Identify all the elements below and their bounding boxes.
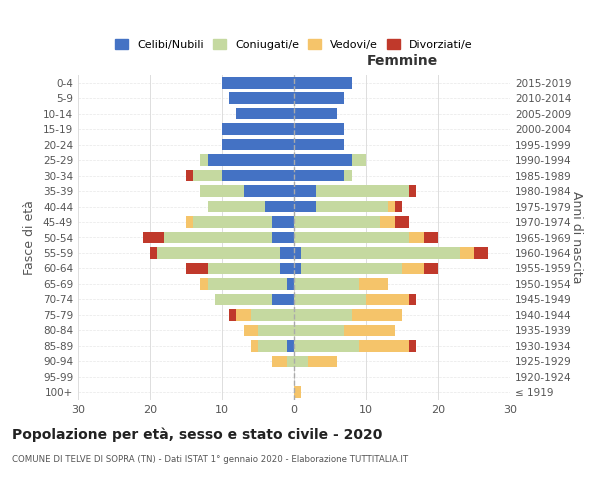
Bar: [294, 186, 316, 197]
Bar: [193, 170, 222, 181]
Bar: [294, 77, 352, 88]
Bar: [294, 124, 344, 135]
Bar: [280, 262, 294, 274]
Bar: [409, 232, 424, 243]
Bar: [294, 216, 380, 228]
Bar: [208, 154, 294, 166]
Bar: [294, 170, 344, 181]
Bar: [265, 200, 294, 212]
Bar: [287, 356, 294, 367]
Bar: [316, 200, 388, 212]
Bar: [409, 340, 416, 351]
Bar: [359, 278, 388, 289]
Text: Popolazione per età, sesso e stato civile - 2020: Popolazione per età, sesso e stato civil…: [12, 428, 382, 442]
Bar: [222, 170, 294, 181]
Bar: [164, 232, 272, 243]
Bar: [208, 262, 280, 274]
Bar: [244, 186, 294, 197]
Bar: [208, 200, 265, 212]
Bar: [388, 200, 395, 212]
Bar: [402, 262, 424, 274]
Bar: [236, 108, 294, 120]
Bar: [409, 186, 416, 197]
Bar: [222, 77, 294, 88]
Bar: [143, 232, 164, 243]
Bar: [294, 356, 308, 367]
Bar: [272, 232, 294, 243]
Bar: [200, 278, 208, 289]
Bar: [294, 232, 409, 243]
Bar: [258, 324, 294, 336]
Bar: [236, 309, 251, 320]
Bar: [308, 356, 337, 367]
Bar: [287, 340, 294, 351]
Text: Femmine: Femmine: [367, 54, 437, 68]
Bar: [294, 154, 352, 166]
Bar: [301, 247, 460, 259]
Y-axis label: Anni di nascita: Anni di nascita: [570, 191, 583, 284]
Bar: [380, 216, 395, 228]
Bar: [280, 247, 294, 259]
Bar: [344, 170, 352, 181]
Bar: [460, 247, 474, 259]
Bar: [200, 186, 244, 197]
Bar: [272, 356, 287, 367]
Bar: [287, 278, 294, 289]
Bar: [215, 294, 272, 305]
Bar: [344, 324, 395, 336]
Bar: [294, 108, 337, 120]
Bar: [316, 186, 409, 197]
Bar: [208, 278, 287, 289]
Bar: [193, 216, 272, 228]
Bar: [294, 262, 301, 274]
Bar: [272, 294, 294, 305]
Bar: [229, 309, 236, 320]
Bar: [294, 340, 359, 351]
Bar: [366, 294, 409, 305]
Bar: [186, 262, 208, 274]
Bar: [150, 247, 157, 259]
Bar: [352, 154, 366, 166]
Bar: [474, 247, 488, 259]
Bar: [294, 294, 366, 305]
Bar: [294, 324, 344, 336]
Bar: [301, 262, 402, 274]
Bar: [272, 216, 294, 228]
Bar: [294, 309, 352, 320]
Bar: [294, 247, 301, 259]
Bar: [294, 200, 316, 212]
Bar: [244, 324, 258, 336]
Bar: [186, 170, 193, 181]
Bar: [294, 139, 344, 150]
Bar: [395, 216, 409, 228]
Bar: [251, 340, 258, 351]
Bar: [222, 124, 294, 135]
Bar: [409, 294, 416, 305]
Bar: [200, 154, 208, 166]
Y-axis label: Fasce di età: Fasce di età: [23, 200, 36, 275]
Bar: [424, 262, 438, 274]
Bar: [258, 340, 287, 351]
Bar: [294, 386, 301, 398]
Bar: [222, 139, 294, 150]
Bar: [395, 200, 402, 212]
Text: COMUNE DI TELVE DI SOPRA (TN) - Dati ISTAT 1° gennaio 2020 - Elaborazione TUTTIT: COMUNE DI TELVE DI SOPRA (TN) - Dati IST…: [12, 455, 408, 464]
Legend: Celibi/Nubili, Coniugati/e, Vedovi/e, Divorziati/e: Celibi/Nubili, Coniugati/e, Vedovi/e, Di…: [111, 35, 477, 54]
Bar: [424, 232, 438, 243]
Bar: [359, 340, 409, 351]
Bar: [229, 92, 294, 104]
Bar: [186, 216, 193, 228]
Bar: [157, 247, 280, 259]
Bar: [251, 309, 294, 320]
Bar: [294, 278, 359, 289]
Bar: [352, 309, 402, 320]
Bar: [294, 92, 344, 104]
